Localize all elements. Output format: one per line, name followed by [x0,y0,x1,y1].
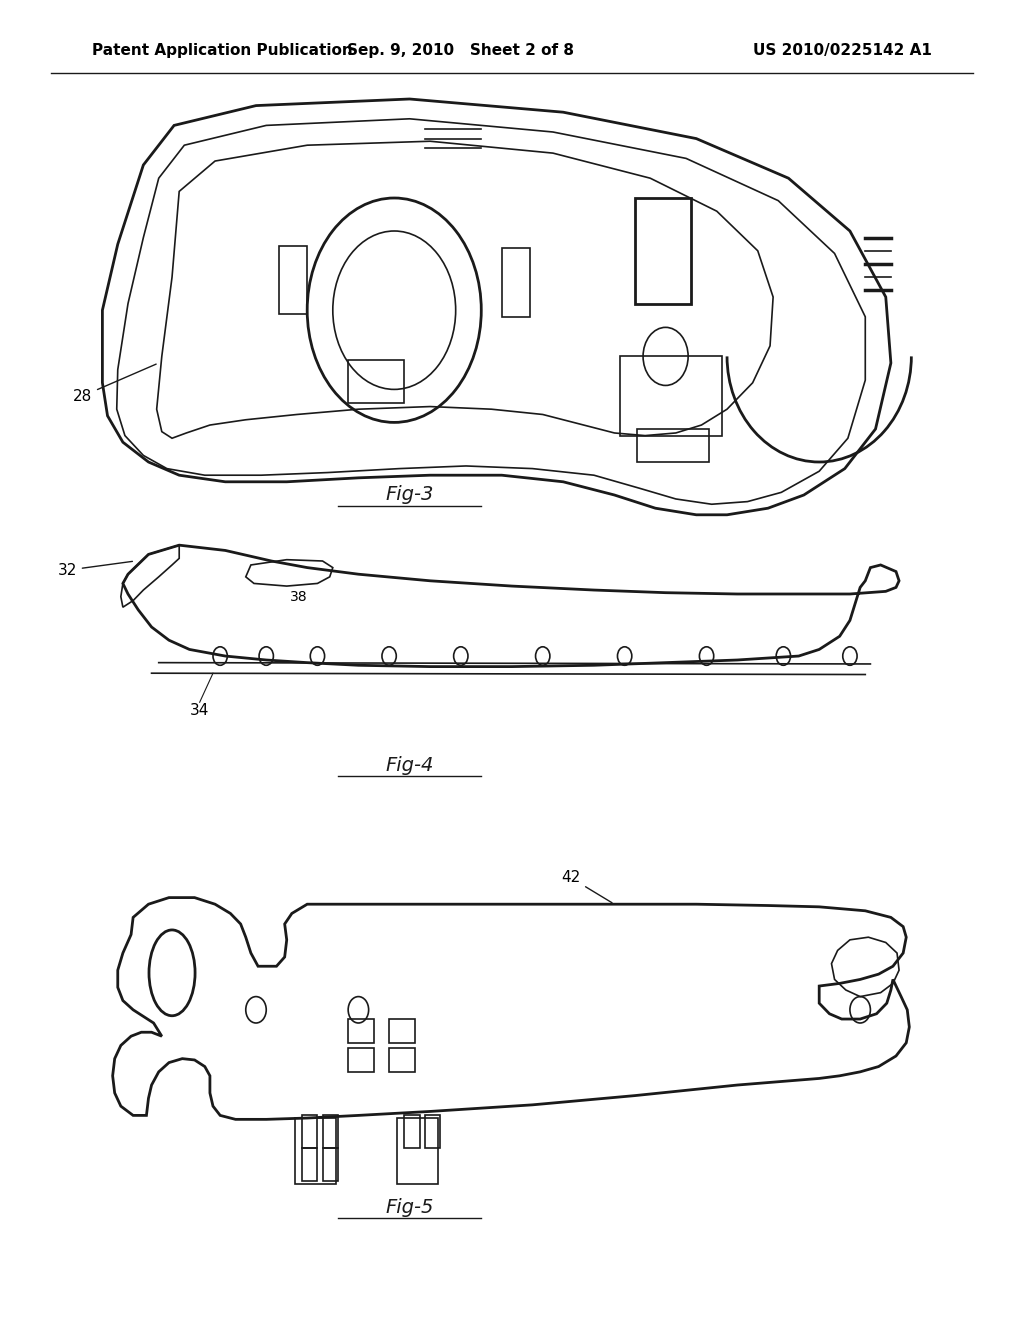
Text: Patent Application Publication: Patent Application Publication [92,42,353,58]
Bar [404,1115,420,1148]
Bar [295,1118,336,1184]
Bar [389,1048,415,1072]
Bar [302,1115,317,1148]
Bar [620,356,722,436]
Bar [637,429,709,462]
Bar [348,360,404,403]
Bar [389,1019,415,1043]
Bar [323,1148,338,1181]
Bar [348,1048,374,1072]
Text: 42: 42 [561,870,612,903]
Text: 28: 28 [73,364,157,404]
Text: 32: 32 [57,561,132,578]
Text: Fig-3: Fig-3 [385,486,434,504]
Bar [502,248,530,317]
Text: 38: 38 [290,590,307,603]
Bar [425,1115,440,1148]
Bar [302,1148,317,1181]
Text: Sep. 9, 2010   Sheet 2 of 8: Sep. 9, 2010 Sheet 2 of 8 [347,42,574,58]
Bar [635,198,691,304]
Text: 34: 34 [190,702,209,718]
Bar [279,246,307,314]
Text: Fig-4: Fig-4 [385,756,434,775]
Bar [348,1019,374,1043]
Text: US 2010/0225142 A1: US 2010/0225142 A1 [753,42,932,58]
Text: Fig-5: Fig-5 [385,1199,434,1217]
Bar [397,1118,438,1184]
Bar [323,1115,338,1148]
